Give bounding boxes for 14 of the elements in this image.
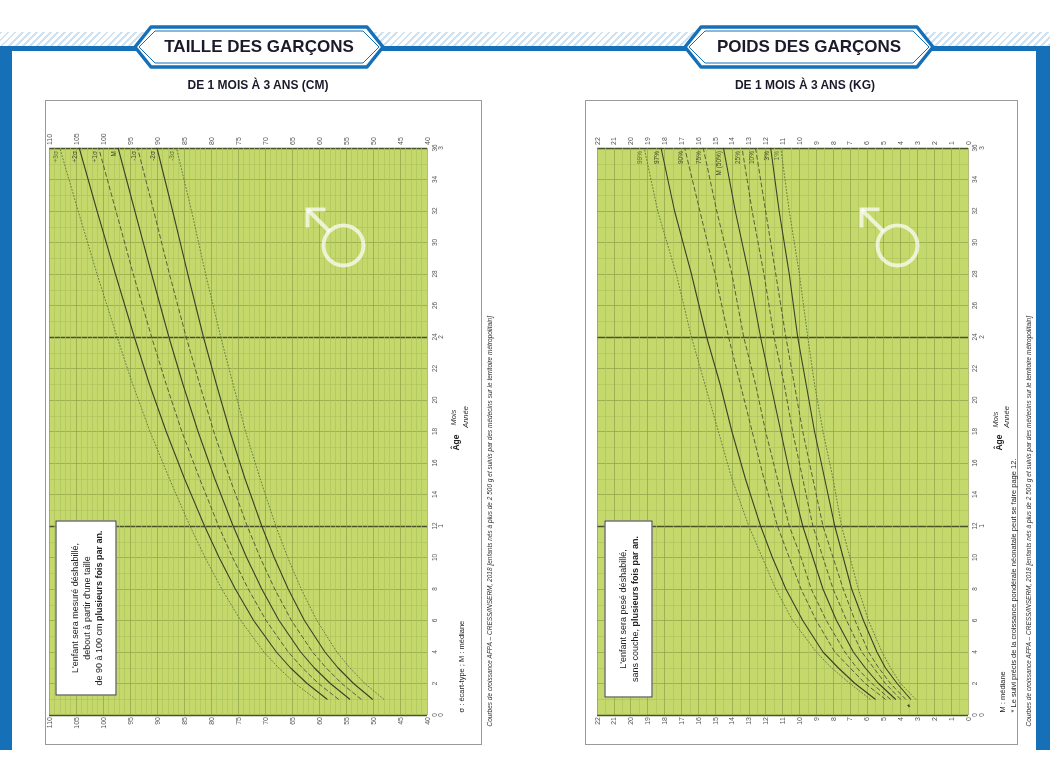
annotation: de 90 à 100 cm — [92, 623, 103, 686]
annotation: plusieurs fois par an. — [92, 529, 103, 623]
annotation: debout à partir d'une taille — [80, 555, 91, 660]
annotation: L'enfant sera mesuré déshabillé, — [68, 542, 79, 673]
annotation: sans couche, — [629, 628, 639, 682]
chart-subtitle: DE 1 MOIS À 3 ANS (KG) — [734, 78, 876, 92]
chart-title: POIDS DES GARÇONS — [716, 37, 902, 57]
annotation: * — [904, 703, 914, 707]
text: Âge — [450, 433, 460, 451]
annotation: plusieurs fois par an. — [629, 535, 639, 628]
annotation: L'enfant sera pesé déshabillé, — [617, 548, 627, 669]
chart-subtitle: DE 1 MOIS À 3 ANS (CM) — [187, 78, 329, 92]
chart-title: TAILLE DES GARÇONS — [164, 37, 354, 57]
text: Âge — [993, 433, 1003, 451]
